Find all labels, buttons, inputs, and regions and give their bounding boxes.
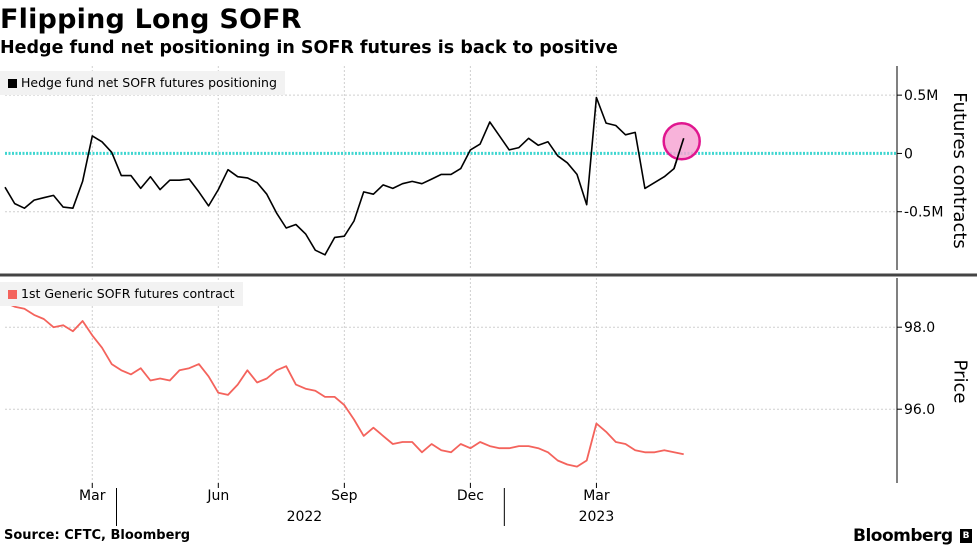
price-y-axis-label: Price: [949, 359, 971, 404]
x-tick-label: Mar: [583, 488, 610, 504]
positioning-tick-label: 0.5M: [904, 88, 938, 104]
bloomberg-mark-icon: B: [960, 529, 972, 543]
price-tick-label: 96.0: [904, 402, 935, 418]
axes: 0.5M 0 -0.5M 98.0 96.0 Mar Jun Sep Dec Mar 2022 202…: [0, 66, 977, 526]
positioning-legend: Hedge fund net SOFR futures positioning: [0, 71, 285, 95]
price-legend-label: 1st Generic SOFR futures contract: [21, 286, 235, 301]
chart-subtitle: Hedge fund net positioning in SOFR futur…: [0, 38, 618, 58]
year-label: 2023: [579, 509, 615, 525]
source-note: Source: CFTC, Bloomberg: [4, 528, 191, 543]
year-label: 2022: [287, 509, 323, 525]
price-plot: [4, 301, 684, 468]
price-tick-label: 98.0: [904, 320, 935, 336]
x-tick-label: Dec: [457, 488, 484, 504]
positioning-series-line: [4, 96, 685, 256]
positioning-tick-label: 0: [904, 146, 913, 162]
price-legend-swatch: [8, 289, 17, 299]
positioning-gridlines: [5, 66, 897, 270]
positioning-tick-label: -0.5M: [904, 205, 943, 221]
positioning-series-end: [673, 138, 685, 169]
bloomberg-logo: Bloomberg: [853, 526, 953, 546]
chart-title: Flipping Long SOFR: [0, 4, 302, 35]
positioning-plot: [4, 96, 701, 256]
x-tick-label: Mar: [79, 488, 106, 504]
x-tick-label: Sep: [331, 488, 358, 504]
price-gridlines: [5, 278, 897, 483]
latest-highlight-circle: [662, 122, 701, 161]
positioning-legend-label: Hedge fund net SOFR futures positioning: [21, 75, 277, 90]
positioning-y-axis-label: Futures contracts: [948, 92, 970, 249]
positioning-legend-swatch: [8, 78, 17, 88]
price-series-line: [4, 301, 684, 468]
price-legend: 1st Generic SOFR futures contract: [0, 282, 243, 306]
x-tick-label: Jun: [206, 488, 229, 504]
